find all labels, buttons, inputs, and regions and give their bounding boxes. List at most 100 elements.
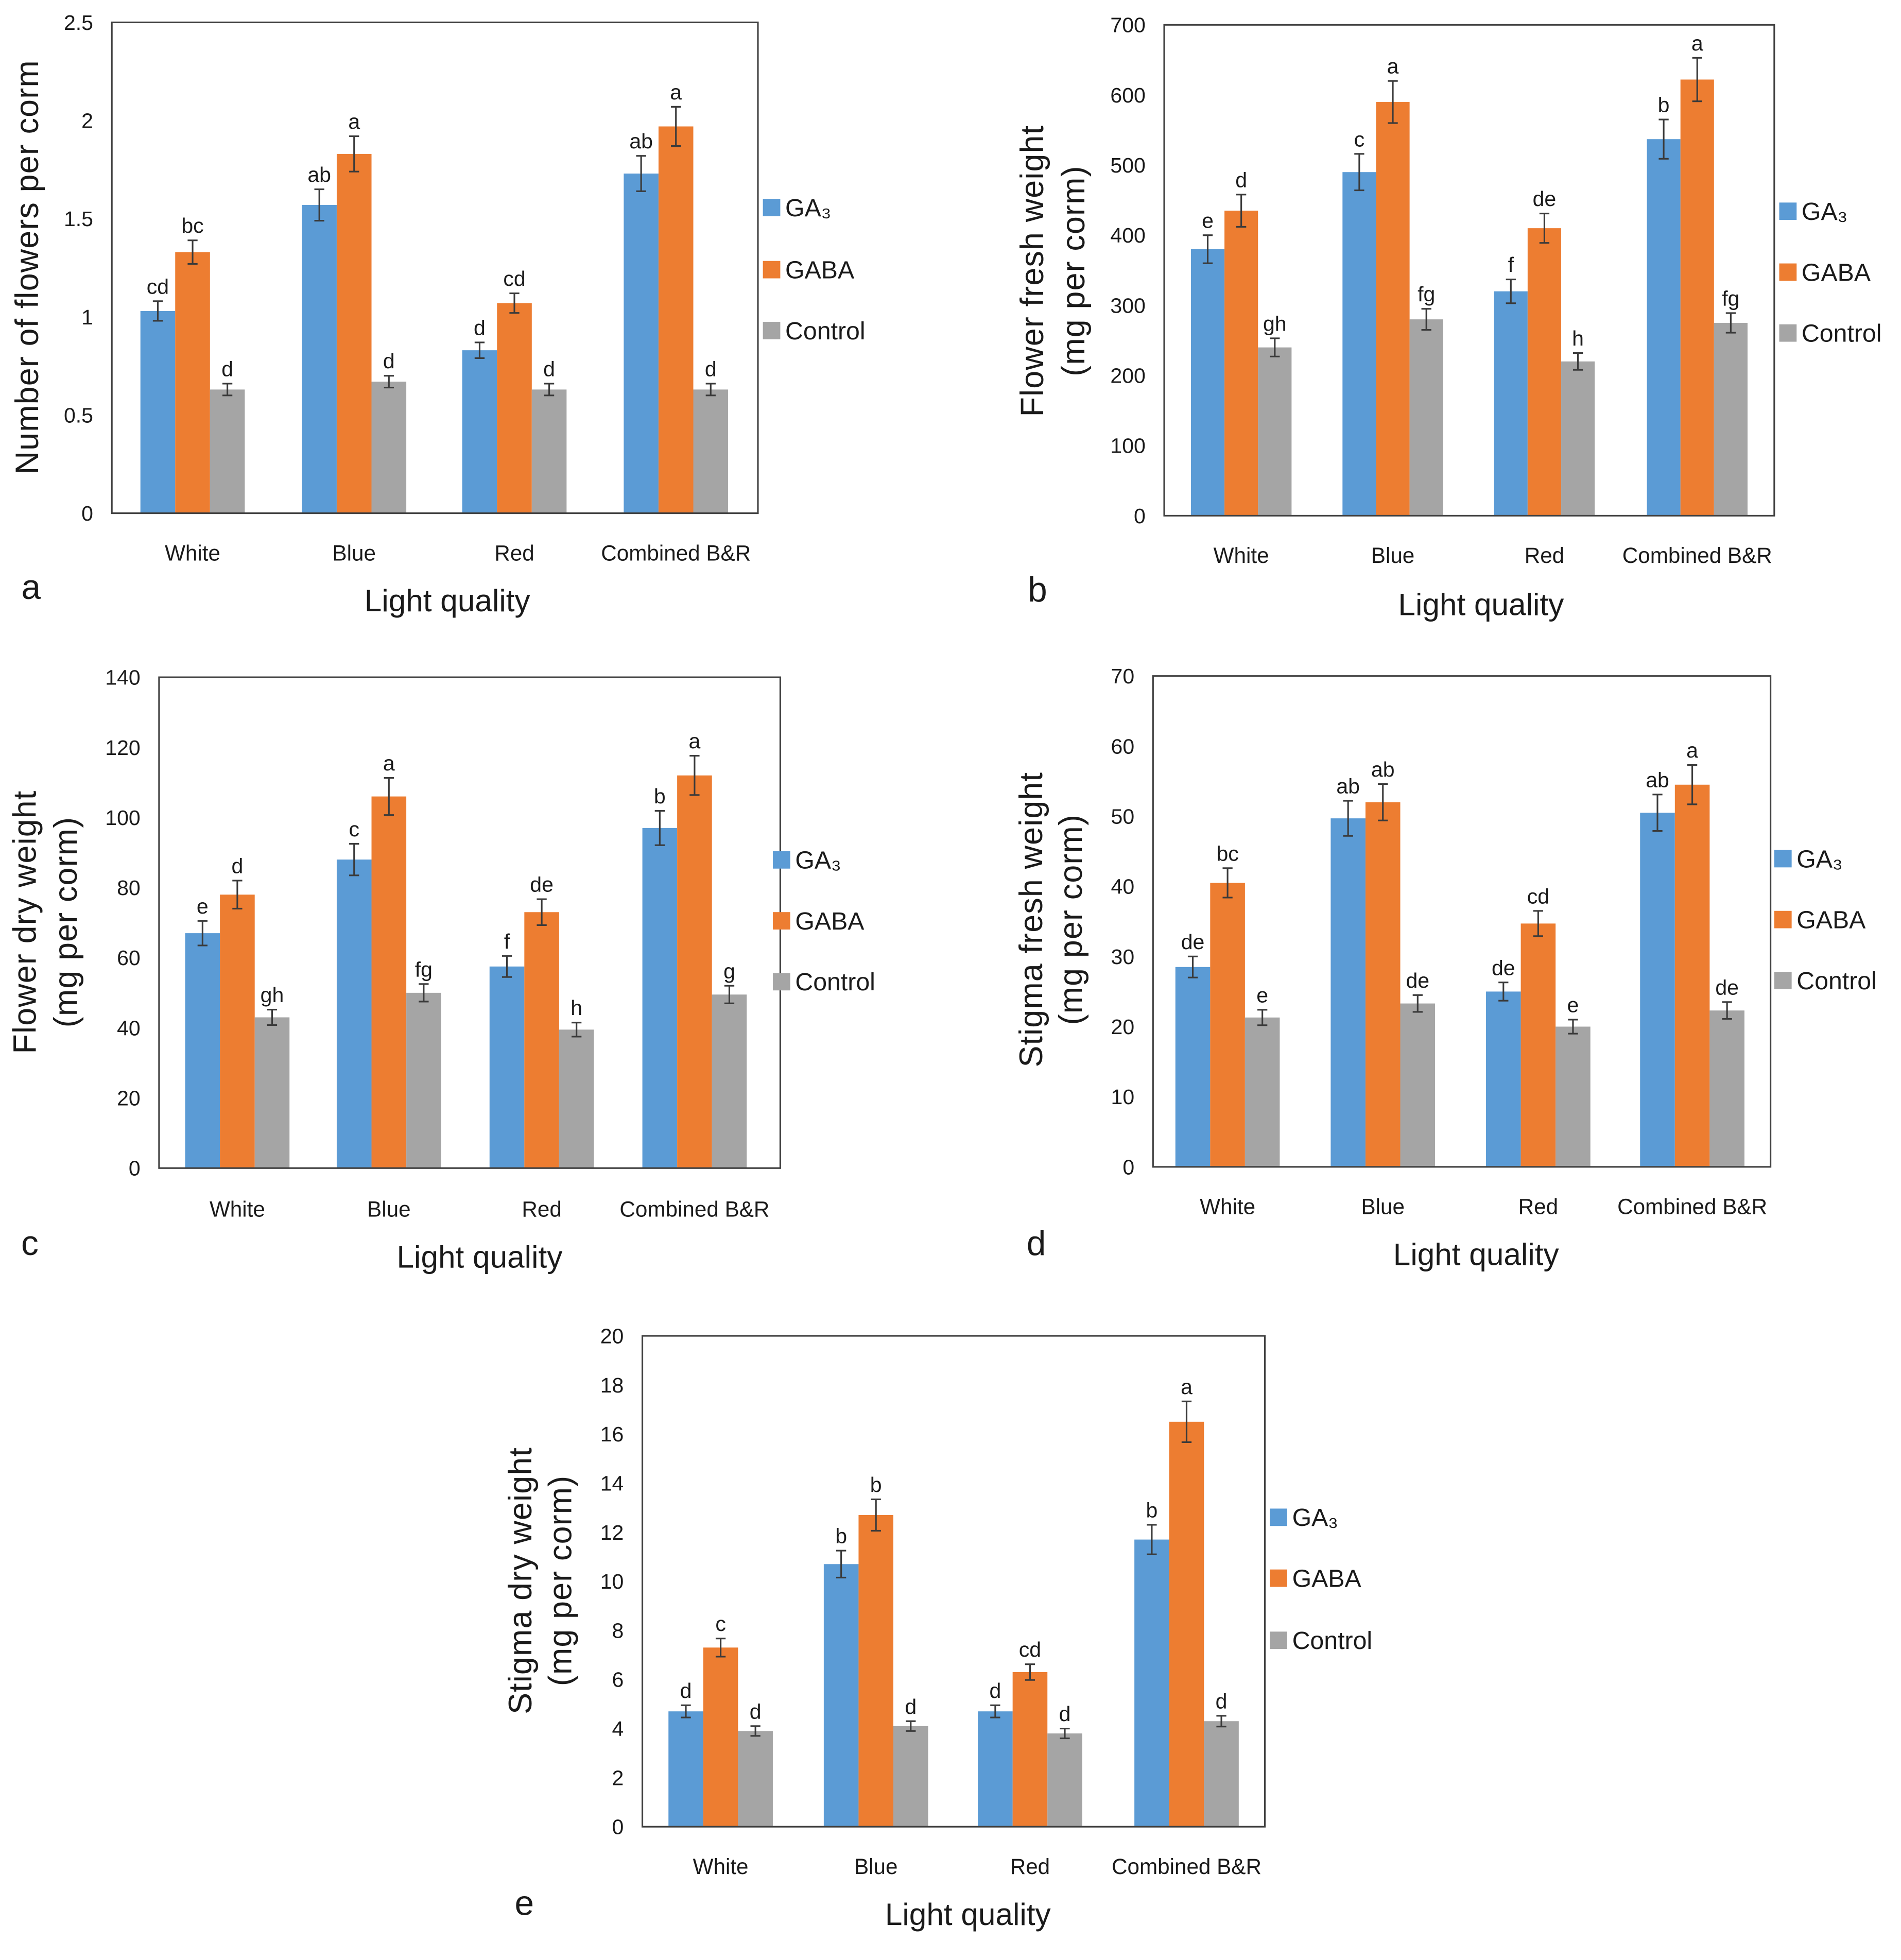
legend-swatch: [1774, 910, 1792, 929]
bar-ga3: [1190, 249, 1225, 516]
bar-control: [738, 1731, 773, 1827]
significance-letter: de: [1181, 930, 1205, 954]
x-category-label: Blue: [332, 541, 375, 565]
y-axis-title: Stigma dry weight: [503, 1447, 539, 1714]
plot-area-frame: [1163, 24, 1775, 517]
x-axis-title: Light quality: [1393, 1236, 1560, 1271]
y-tick-label: 1.5: [64, 207, 93, 231]
significance-letter: b: [1658, 93, 1670, 117]
y-axis-title: (mg per corm): [48, 817, 84, 1027]
bar-ga3: [489, 966, 525, 1168]
y-tick-label: 0: [81, 502, 93, 525]
bar-ga3: [1342, 172, 1376, 516]
significance-letter: a: [1387, 55, 1399, 78]
bar-ga3: [823, 1564, 859, 1827]
bar-gaba: [658, 126, 694, 513]
bar-gaba: [703, 1647, 738, 1827]
y-tick-label: 60: [117, 946, 141, 970]
bar-ga3: [1647, 139, 1681, 516]
plot-area-frame: [111, 21, 759, 514]
error-bar: [836, 1550, 846, 1579]
y-tick-label: 6: [612, 1668, 624, 1692]
legend-swatch: [763, 261, 781, 279]
significance-letter: b: [1146, 1499, 1158, 1522]
error-bar: [1692, 57, 1702, 102]
x-category-label: Red: [494, 541, 534, 565]
x-axis-title: Light quality: [397, 1239, 563, 1274]
error-bar: [544, 383, 555, 397]
legend-swatch: [1779, 263, 1797, 281]
y-tick-label: 10: [1111, 1085, 1135, 1109]
error-bar: [1222, 867, 1233, 899]
error-bar: [906, 1720, 916, 1732]
significance-letter: ab: [307, 163, 331, 186]
bar-gaba: [220, 895, 255, 1168]
bar-ga3: [1134, 1539, 1169, 1827]
x-category-label: Red: [1518, 1195, 1558, 1219]
error-bar: [232, 880, 243, 910]
significance-letter: c: [715, 1612, 726, 1636]
bar-control: [1709, 1010, 1744, 1167]
bar-gaba: [1365, 802, 1401, 1167]
y-tick-label: 140: [105, 666, 140, 690]
y-tick-label: 0.5: [64, 403, 93, 427]
significance-letter: bc: [1216, 841, 1238, 865]
y-tick-label: 30: [1111, 945, 1135, 969]
y-tick-label: 600: [1110, 83, 1145, 107]
bar-gaba: [1527, 228, 1562, 516]
significance-letter: bc: [181, 214, 203, 237]
y-tick-label: 50: [1111, 805, 1135, 829]
error-bar: [349, 135, 359, 173]
legend-label: GA₃: [1796, 845, 1842, 873]
significance-letter: c: [349, 817, 359, 841]
significance-letter: cd: [1527, 884, 1549, 908]
bar-gaba: [1224, 211, 1258, 516]
y-tick-label: 2: [612, 1766, 624, 1790]
bar-ga3: [302, 205, 337, 513]
chart-panel-d: 0 10 20 30 40 50 60 70 de ab de ab bc ab cd a e de e de Whit…: [1013, 664, 1877, 1271]
y-tick-label: 20: [600, 1325, 624, 1348]
error-bar: [537, 898, 547, 926]
y-tick-label: 10: [600, 1570, 624, 1593]
legend-label: Control: [795, 968, 875, 996]
y-tick-label: 12: [600, 1521, 624, 1544]
y-tick-label: 120: [105, 736, 140, 760]
bar-gaba: [858, 1515, 893, 1827]
bar-gaba: [1210, 883, 1245, 1167]
y-tick-label: 20: [117, 1087, 141, 1110]
x-category-label: Blue: [367, 1197, 410, 1221]
bar-control: [1409, 319, 1443, 516]
bar-gaba: [1376, 102, 1410, 516]
legend-swatch: [1270, 1508, 1287, 1526]
x-axis-title: Light quality: [885, 1897, 1051, 1932]
error-bar: [1388, 80, 1398, 124]
error-bar: [1652, 794, 1663, 832]
bar-ga3: [462, 350, 497, 513]
error-bar: [636, 155, 646, 192]
error-bar: [1354, 153, 1364, 192]
legend-label: GA₃: [1802, 198, 1847, 226]
error-bar: [715, 1638, 726, 1658]
significance-letter: de: [1492, 956, 1515, 979]
error-bar: [1202, 234, 1213, 264]
error-bar: [384, 375, 394, 389]
y-axis-title: (mg per corm): [542, 1475, 578, 1686]
y-tick-label: 4: [612, 1717, 624, 1741]
chart-panel-a: 0 0.5 1 1.5 2 2.5 cd ab d ab bc a cd a d d d d White Blue Re…: [9, 11, 866, 618]
panel-letter: a: [22, 568, 41, 607]
legend-swatch: [1774, 972, 1792, 989]
bar-control: [1047, 1733, 1082, 1827]
legend: GA₃ GABA Control: [1779, 198, 1881, 348]
error-bar: [1506, 278, 1516, 304]
y-axis-title: Stigma fresh weight: [1013, 772, 1049, 1068]
y-tick-label: 16: [600, 1422, 624, 1446]
error-bar: [1722, 1001, 1732, 1020]
legend-swatch: [1779, 202, 1797, 220]
significance-letter: e: [1202, 209, 1214, 232]
significance-letter: d: [543, 357, 555, 381]
y-tick-label: 0: [1122, 1155, 1134, 1179]
bar-gaba: [1680, 79, 1714, 516]
error-bar: [1257, 1009, 1268, 1026]
error-bar: [1498, 982, 1509, 1002]
bar-control: [712, 994, 747, 1168]
